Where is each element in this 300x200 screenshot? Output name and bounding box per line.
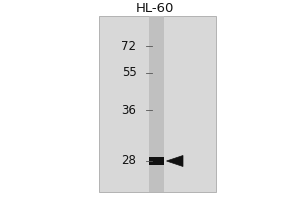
Polygon shape <box>167 156 183 166</box>
Text: 28: 28 <box>122 154 136 168</box>
Text: 36: 36 <box>122 104 136 116</box>
Bar <box>148 16 164 192</box>
Bar <box>99 16 216 192</box>
Text: 72: 72 <box>122 40 136 52</box>
Text: HL-60: HL-60 <box>135 2 174 16</box>
Text: 55: 55 <box>122 66 136 79</box>
Bar <box>148 157 164 165</box>
